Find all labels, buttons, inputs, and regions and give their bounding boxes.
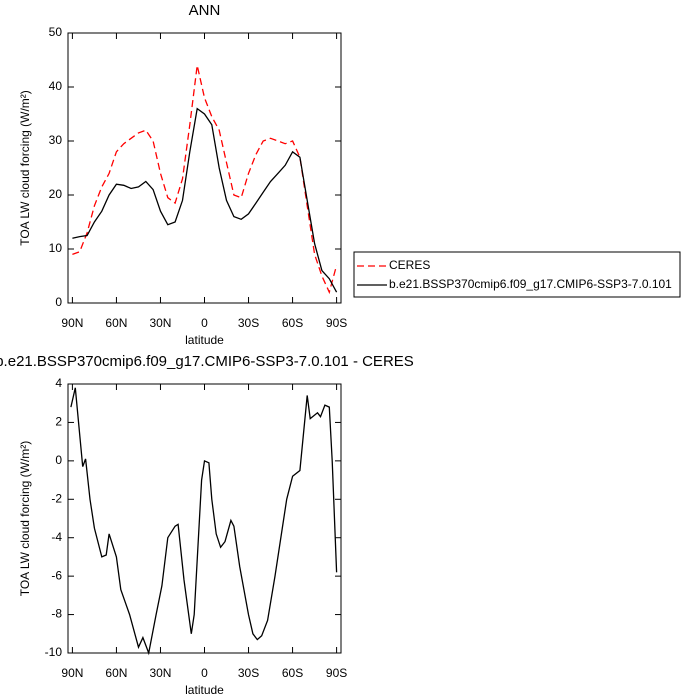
y-tick-label: -4 (51, 530, 62, 544)
x-tick-label: 60S (282, 666, 303, 680)
x-tick-label: 30S (238, 316, 259, 330)
x-axis-label: latitude (185, 333, 224, 347)
x-tick-label: 30N (149, 666, 171, 680)
y-tick-label: 30 (49, 133, 63, 147)
legend-label: CERES (389, 258, 430, 272)
x-axis-label: latitude (185, 683, 224, 697)
y-axis-label: TOA LW cloud forcing (W/m²) (18, 90, 32, 246)
y-tick-label: 10 (49, 241, 63, 255)
y-tick-label: 50 (49, 25, 63, 39)
chart-title: ANN (189, 2, 221, 19)
y-tick-label: 0 (55, 295, 62, 309)
y-tick-label: -8 (51, 607, 62, 621)
x-tick-label: 30S (238, 666, 259, 680)
y-tick-label: 20 (49, 187, 63, 201)
y-tick-label: 0 (55, 453, 62, 467)
series-line (70, 387, 338, 656)
y-tick-label: 40 (49, 79, 63, 93)
x-tick-label: 60S (282, 316, 303, 330)
y-tick-label: 4 (55, 376, 62, 390)
legend-label: b.e21.BSSP370cmip6.f09_g17.CMIP6-SSP3-7.… (389, 277, 672, 291)
x-tick-label: 0 (201, 316, 208, 330)
x-tick-label: 30N (149, 316, 171, 330)
y-tick-label: -6 (51, 568, 62, 582)
x-tick-label: 90N (61, 666, 83, 680)
x-tick-label: 60N (105, 666, 127, 680)
x-tick-label: 90S (326, 666, 347, 680)
x-tick-label: 0 (201, 666, 208, 680)
y-axis-label: TOA LW cloud forcing (W/m²) (18, 441, 32, 597)
y-tick-label: -10 (45, 645, 63, 659)
y-tick-label: -2 (51, 491, 62, 505)
plot-frame (67, 383, 342, 654)
x-tick-label: 90N (61, 316, 83, 330)
x-tick-label: 60N (105, 316, 127, 330)
chart-title: b.e21.BSSP370cmip6.f09_g17.CMIP6-SSP3-7.… (0, 353, 414, 370)
legend-box (353, 251, 681, 298)
x-tick-label: 90S (326, 316, 347, 330)
y-tick-label: 2 (55, 415, 62, 429)
series-line (72, 65, 338, 295)
series-line (72, 107, 338, 293)
plot-frame (67, 32, 342, 304)
